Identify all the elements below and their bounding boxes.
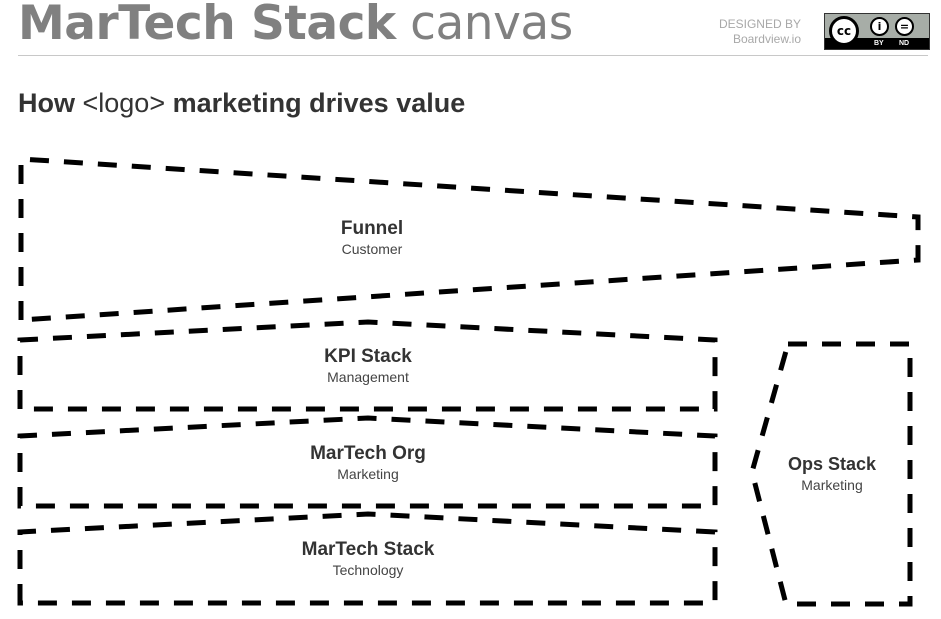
funnel-label: Funnel Customer [341, 217, 403, 258]
ops-stack-label: Ops Stack Marketing [788, 453, 876, 494]
ops-stack-title: Ops Stack [787, 454, 877, 474]
nd-label: ND [899, 40, 910, 47]
no-derivatives-icon: = [895, 17, 914, 36]
kpi-stack-label: KPI Stack Management [324, 345, 412, 386]
kpi-stack-title: KPI Stack [324, 346, 412, 367]
martech-org-subtitle: Marketing [337, 466, 399, 482]
cc-icon: cc [829, 16, 859, 46]
kpi-stack-subtitle: Management [327, 369, 409, 385]
funnel-title: Funnel [340, 218, 404, 239]
designed-by-label: DESIGNED BY [718, 17, 801, 31]
martech-stack-label: MarTech Stack Technology [302, 538, 435, 579]
title-light: canvas [410, 0, 573, 51]
canvas-title: MarTech Stack canvas [18, 0, 573, 51]
funnel-shape[interactable] [18, 156, 921, 323]
martech-stack-subtitle: Technology [332, 562, 404, 578]
martech-stack-title: MarTech Stack [301, 539, 435, 560]
martech-org-title: MarTech Org [310, 443, 426, 464]
title-bold: MarTech Stack [18, 0, 396, 51]
martech-stack-shape[interactable] [17, 511, 718, 606]
subtitle-rest: marketing drives value [172, 88, 466, 118]
subtitle-how: How [18, 88, 75, 118]
license-strip [825, 38, 929, 49]
martech-org-label: MarTech Org Marketing [310, 442, 426, 483]
ops-stack-shape[interactable] [749, 341, 913, 607]
by-label: BY [874, 40, 884, 47]
header-divider [18, 55, 928, 56]
subtitle-logo-placeholder[interactable]: <logo> [75, 88, 173, 118]
designed-by: DESIGNED BY Boardview.io [719, 17, 801, 47]
kpi-stack-shape[interactable] [17, 319, 718, 412]
attribution-icon: i [870, 17, 889, 36]
canvas-subtitle: How <logo> marketing drives value [18, 88, 465, 119]
ops-stack-subtitle: Marketing [801, 477, 863, 493]
martech-org-shape[interactable] [17, 415, 718, 509]
funnel-subtitle: Customer [341, 241, 403, 257]
cc-license-badge: cc i = BY ND [824, 13, 930, 50]
designer-name: Boardview.io [732, 32, 801, 46]
